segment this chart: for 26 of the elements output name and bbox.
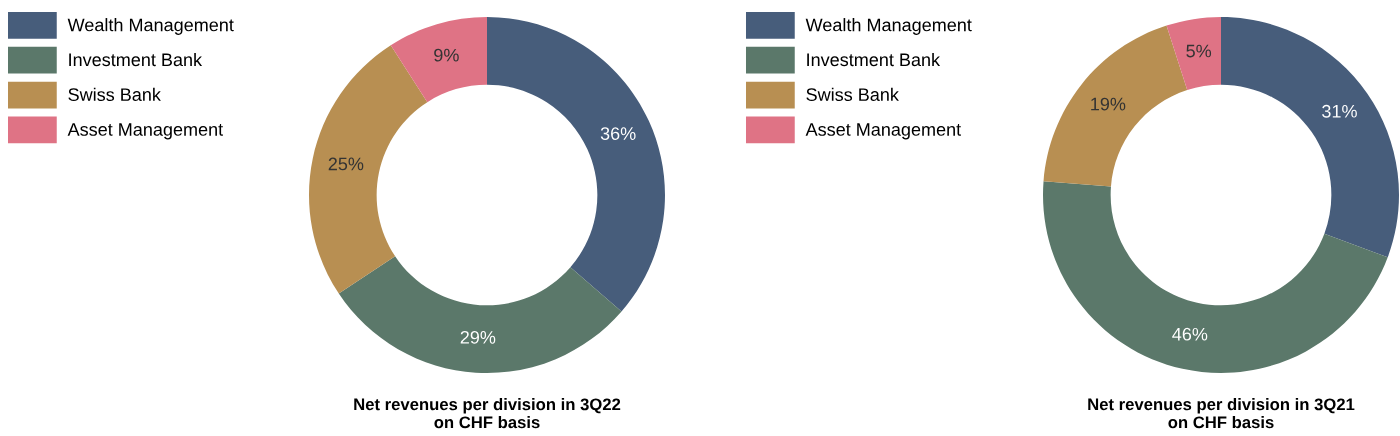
donut-slice (309, 45, 428, 294)
data-label: 31% (1322, 104, 1357, 118)
data-label: 46% (1172, 327, 1208, 341)
data-label: 36% (600, 127, 636, 140)
data-label: 25% (328, 157, 364, 171)
legend-label: Asset Management (67, 123, 224, 140)
data-label: 19% (1091, 97, 1126, 111)
donut-slice (1043, 181, 1388, 373)
legend-label: Wealth Management (805, 18, 972, 35)
text: Net revenues per division in 3Q21 on CHF basis (1088, 398, 1355, 429)
donut-slice (338, 256, 622, 373)
donut-slice (390, 17, 487, 103)
donut-slice (487, 17, 665, 312)
data-label: 5% (1186, 44, 1212, 58)
legend-label: Asset Management (805, 123, 962, 140)
donut-slice (1166, 17, 1221, 90)
data-label: 29% (460, 330, 496, 344)
data-label: 9% (434, 48, 459, 62)
legend-label: Swiss Bank (806, 87, 899, 102)
legend-label: Investment Bank (807, 52, 941, 67)
legend-label: Wealth Management (67, 18, 234, 35)
text: Net revenues per division in 3Q22 on CHF basis (354, 398, 621, 429)
legend-label: Swiss Bank (68, 87, 161, 102)
legend-label: Investment Bank (69, 52, 203, 67)
donut-slice (1043, 25, 1188, 187)
donut-slice (1221, 17, 1399, 258)
